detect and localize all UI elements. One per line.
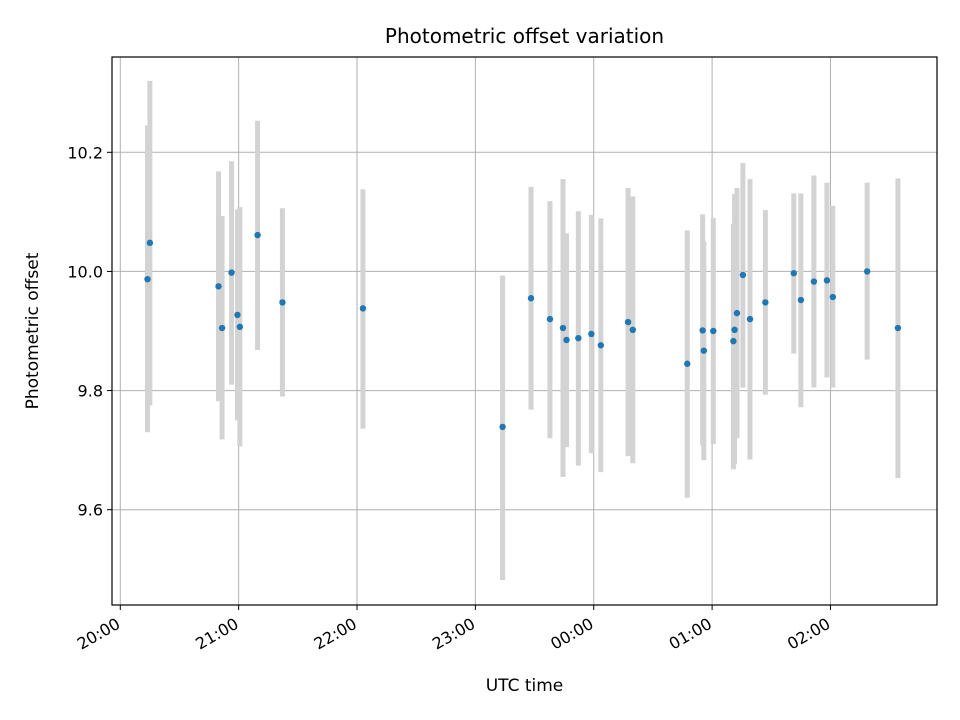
data-point	[215, 283, 222, 290]
data-point	[499, 423, 506, 431]
data-point	[146, 239, 154, 247]
data-point	[710, 327, 717, 335]
chart-title: Photometric offset variation	[385, 24, 664, 48]
data-point	[218, 324, 226, 332]
data-point	[254, 231, 261, 239]
data-point	[234, 311, 241, 319]
data-point	[563, 336, 570, 344]
data-point	[144, 275, 151, 283]
data-point	[588, 330, 595, 338]
data-point	[699, 327, 706, 334]
data-point	[797, 296, 805, 304]
data-point	[575, 334, 582, 342]
data-point	[810, 278, 818, 285]
data-points	[144, 231, 902, 431]
data-point	[546, 315, 554, 323]
data-point	[236, 323, 244, 331]
data-point	[228, 269, 235, 276]
data-point	[731, 326, 738, 334]
data-point	[684, 360, 691, 367]
y-tick-label: 10.2	[67, 143, 103, 162]
data-point	[527, 295, 535, 302]
data-point	[790, 270, 797, 277]
data-point	[746, 315, 754, 323]
data-point	[279, 299, 286, 306]
data-point	[762, 299, 769, 306]
data-point	[624, 318, 632, 326]
data-point	[823, 277, 831, 284]
data-point	[733, 309, 741, 317]
y-axis: 9.6 9.8 10.0 10.2	[67, 143, 112, 520]
y-tick-label: 9.6	[78, 501, 103, 520]
data-point	[739, 271, 747, 279]
y-tick-label: 9.8	[78, 382, 103, 401]
data-point	[597, 342, 605, 349]
data-point	[700, 347, 708, 354]
y-tick-label: 10.0	[67, 262, 103, 281]
data-point	[629, 326, 637, 334]
y-axis-title: Photometric offset	[23, 252, 43, 409]
data-point	[559, 324, 567, 332]
data-point	[863, 268, 871, 275]
plot-frame	[111, 56, 938, 606]
data-point	[359, 305, 367, 312]
data-point	[894, 324, 902, 332]
x-axis-title: UTC time	[486, 676, 564, 696]
data-point	[829, 293, 837, 301]
data-point	[730, 337, 737, 345]
